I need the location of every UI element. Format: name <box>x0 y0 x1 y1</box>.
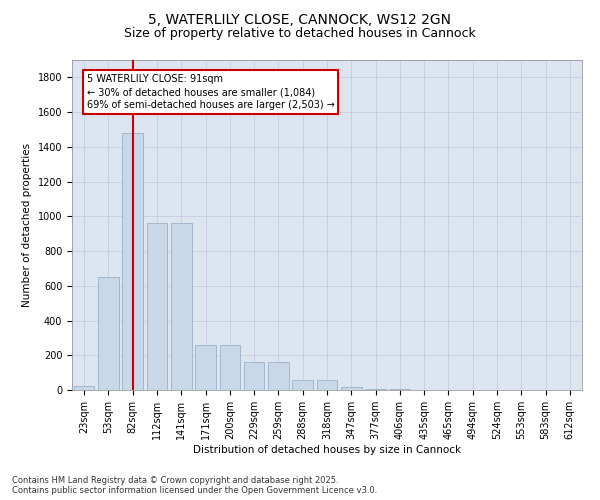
Bar <box>268 362 289 390</box>
Text: 5, WATERLILY CLOSE, CANNOCK, WS12 2GN: 5, WATERLILY CLOSE, CANNOCK, WS12 2GN <box>149 12 452 26</box>
Bar <box>317 380 337 390</box>
Bar <box>389 389 410 390</box>
Text: Size of property relative to detached houses in Cannock: Size of property relative to detached ho… <box>124 28 476 40</box>
Text: 5 WATERLILY CLOSE: 91sqm
← 30% of detached houses are smaller (1,084)
69% of sem: 5 WATERLILY CLOSE: 91sqm ← 30% of detach… <box>86 74 334 110</box>
Bar <box>365 389 386 390</box>
Bar <box>244 362 265 390</box>
X-axis label: Distribution of detached houses by size in Cannock: Distribution of detached houses by size … <box>193 444 461 454</box>
Bar <box>341 386 362 390</box>
Bar <box>146 224 167 390</box>
Bar <box>220 345 240 390</box>
Bar <box>122 133 143 390</box>
Bar <box>74 386 94 390</box>
Bar <box>292 380 313 390</box>
Y-axis label: Number of detached properties: Number of detached properties <box>22 143 32 307</box>
Bar <box>195 345 216 390</box>
Bar <box>171 224 191 390</box>
Text: Contains HM Land Registry data © Crown copyright and database right 2025.
Contai: Contains HM Land Registry data © Crown c… <box>12 476 377 495</box>
Bar <box>98 277 119 390</box>
